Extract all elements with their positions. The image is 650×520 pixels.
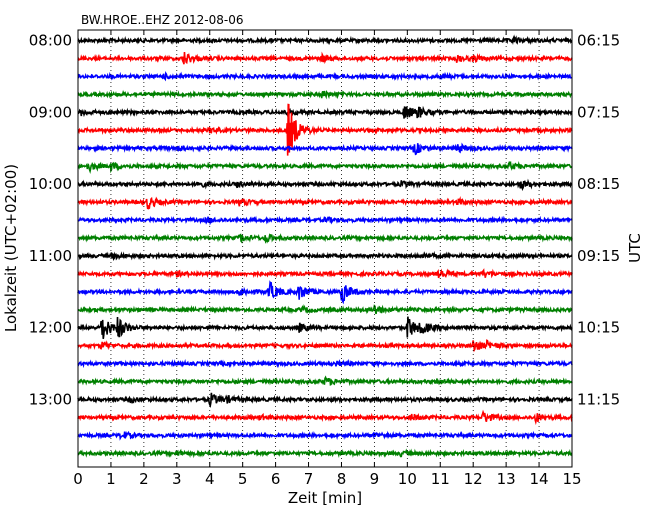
plot-frame	[77, 29, 573, 468]
vertical-gridlines	[110, 30, 540, 467]
seismic-trace	[77, 51, 573, 65]
x-tick-label: 4	[205, 470, 215, 488]
seismic-trace	[77, 375, 573, 387]
seismic-trace	[77, 358, 573, 369]
seismic-trace	[77, 448, 573, 459]
left-tick-label: 12:00	[29, 319, 72, 337]
left-tick-label: 11:00	[29, 247, 72, 265]
right-axis-ticks: 06:15 07:15 08:15 09:15 10:15 11:15	[567, 32, 620, 409]
seismic-trace	[77, 304, 573, 315]
seismic-trace	[77, 215, 573, 226]
seismic-trace	[77, 195, 573, 210]
left-tick-label: 09:00	[29, 103, 72, 121]
right-tick-label: 07:15	[577, 103, 620, 121]
x-axis-label: Zeit [min]	[288, 489, 362, 507]
x-tick-label: 0	[73, 470, 83, 488]
seismic-trace	[77, 160, 573, 175]
seismic-trace	[77, 316, 573, 340]
x-tick-label: 12	[464, 470, 483, 488]
left-tick-label: 08:00	[29, 32, 72, 50]
seismic-trace	[77, 232, 573, 244]
x-tick-label: 8	[337, 470, 347, 488]
seismic-trace	[77, 34, 573, 46]
seismic-trace	[77, 268, 573, 279]
x-tick-label: 11	[431, 470, 450, 488]
seismic-trace	[77, 280, 573, 305]
x-tick-label: 2	[139, 470, 149, 488]
seismic-trace	[77, 105, 573, 119]
seismic-trace	[77, 142, 573, 156]
x-tick-label: 14	[530, 470, 549, 488]
left-tick-label: 13:00	[29, 391, 72, 409]
x-tick-label: 10	[398, 470, 417, 488]
x-tick-label: 15	[562, 470, 581, 488]
seismic-trace	[77, 178, 573, 192]
right-tick-label: 06:15	[577, 32, 620, 50]
chart-title: BW.HROE..EHZ 2012-08-06	[81, 13, 244, 27]
trace-group	[77, 34, 573, 459]
x-tick-label: 3	[172, 470, 182, 488]
x-tick-label: 13	[497, 470, 516, 488]
x-tick-label: 6	[271, 470, 281, 488]
right-tick-label: 09:15	[577, 247, 620, 265]
seismic-trace	[77, 409, 573, 426]
x-tick-label: 7	[304, 470, 314, 488]
seismic-trace	[77, 250, 573, 262]
x-tick-label: 9	[370, 470, 380, 488]
seismic-trace	[77, 339, 573, 353]
seismic-trace	[77, 70, 573, 82]
seismic-trace	[77, 89, 573, 100]
seismic-trace	[77, 392, 573, 408]
y-axis-label-left: Lokalzeit (UTC+02:00)	[2, 164, 20, 332]
right-tick-label: 10:15	[577, 319, 620, 337]
y-axis-label-right: UTC	[626, 233, 644, 263]
left-tick-label: 10:00	[29, 175, 72, 193]
right-tick-label: 11:15	[577, 391, 620, 409]
x-tick-label: 1	[106, 470, 116, 488]
right-tick-label: 08:15	[577, 175, 620, 193]
x-tick-label: 5	[238, 470, 248, 488]
left-axis-ticks: 08:00 09:00 10:00 11:00 12:00 13:00	[29, 32, 83, 409]
x-axis-ticks: 0 1 2 3 4 5 6 7 8 9 10 11 12 13 14 15	[73, 30, 582, 488]
seismic-trace	[77, 430, 573, 441]
seismic-trace	[77, 103, 573, 156]
